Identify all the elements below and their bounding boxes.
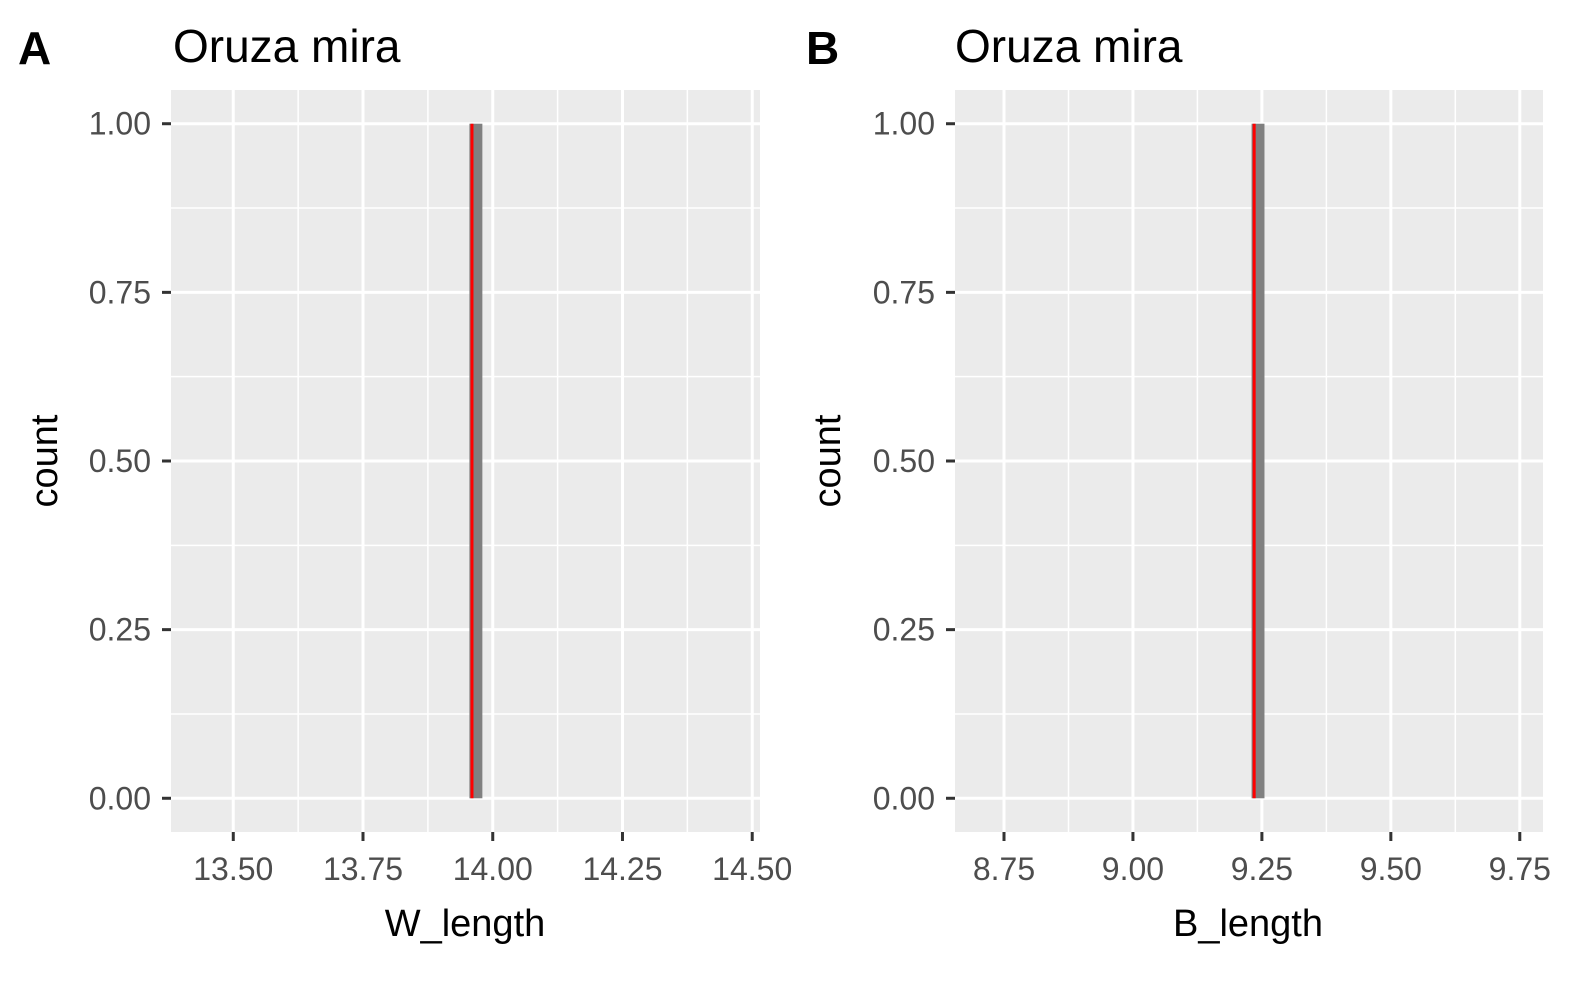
y-tick-label: 0.00 [89, 780, 151, 816]
y-tick-label: 0.50 [89, 443, 151, 479]
x-axis-title-a: W_length [385, 903, 546, 945]
y-tick-label: 0.00 [873, 780, 935, 816]
y-tick-label: 0.25 [89, 612, 151, 648]
panel-a: A Oruza mira 0.000.250.500.751.00 13.50 1… [18, 20, 792, 945]
y-axis-title-a: count [24, 414, 66, 507]
panel-title-b: Oruza mira [955, 20, 1183, 72]
x-axis-a: 13.50 13.75 14.00 14.25 14.50 [193, 832, 792, 887]
y-tick-label: 1.00 [89, 106, 151, 142]
y-tick-label: 0.50 [873, 443, 935, 479]
y-tick-label: 0.75 [89, 274, 151, 310]
x-tick-label: 9.00 [1102, 851, 1164, 887]
y-tick-label: 0.25 [873, 612, 935, 648]
y-axis-title-b: count [807, 414, 849, 507]
panel-letter-b: B [806, 22, 839, 74]
y-axis-a: 0.00 0.25 0.50 0.75 1.00 [89, 106, 171, 816]
x-tick-label: 9.25 [1231, 851, 1293, 887]
x-tick-label: 14.00 [453, 851, 533, 887]
x-tick-label: 9.50 [1360, 851, 1422, 887]
y-tick-label: 1.00 [873, 106, 935, 142]
x-tick-label: 9.75 [1489, 851, 1551, 887]
y-tick-label: 0.75 [873, 274, 935, 310]
panel-b: B Oruza mira 0.00 0.25 0.50 0.75 1.00 8.75 9.… [806, 20, 1551, 945]
panel-title-a: Oruza mira [173, 20, 401, 72]
x-axis-title-b: B_length [1173, 903, 1323, 945]
x-tick-label: 14.25 [582, 851, 662, 887]
panel-letter-a: A [18, 22, 51, 74]
y-axis-b: 0.00 0.25 0.50 0.75 1.00 [873, 106, 955, 816]
x-tick-label: 8.75 [973, 851, 1035, 887]
x-tick-label: 14.50 [712, 851, 792, 887]
x-tick-label: 13.75 [323, 851, 403, 887]
x-axis-b: 8.75 9.00 9.25 9.50 9.75 [973, 832, 1551, 887]
grid-a [171, 90, 760, 832]
x-tick-label: 13.50 [193, 851, 273, 887]
